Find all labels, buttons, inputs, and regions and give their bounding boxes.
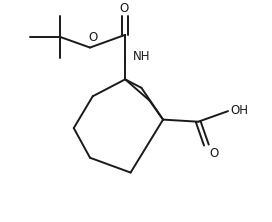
Text: O: O — [88, 31, 97, 44]
Text: O: O — [209, 147, 218, 160]
Text: OH: OH — [231, 104, 249, 117]
Text: NH: NH — [133, 50, 151, 63]
Text: O: O — [119, 2, 128, 15]
